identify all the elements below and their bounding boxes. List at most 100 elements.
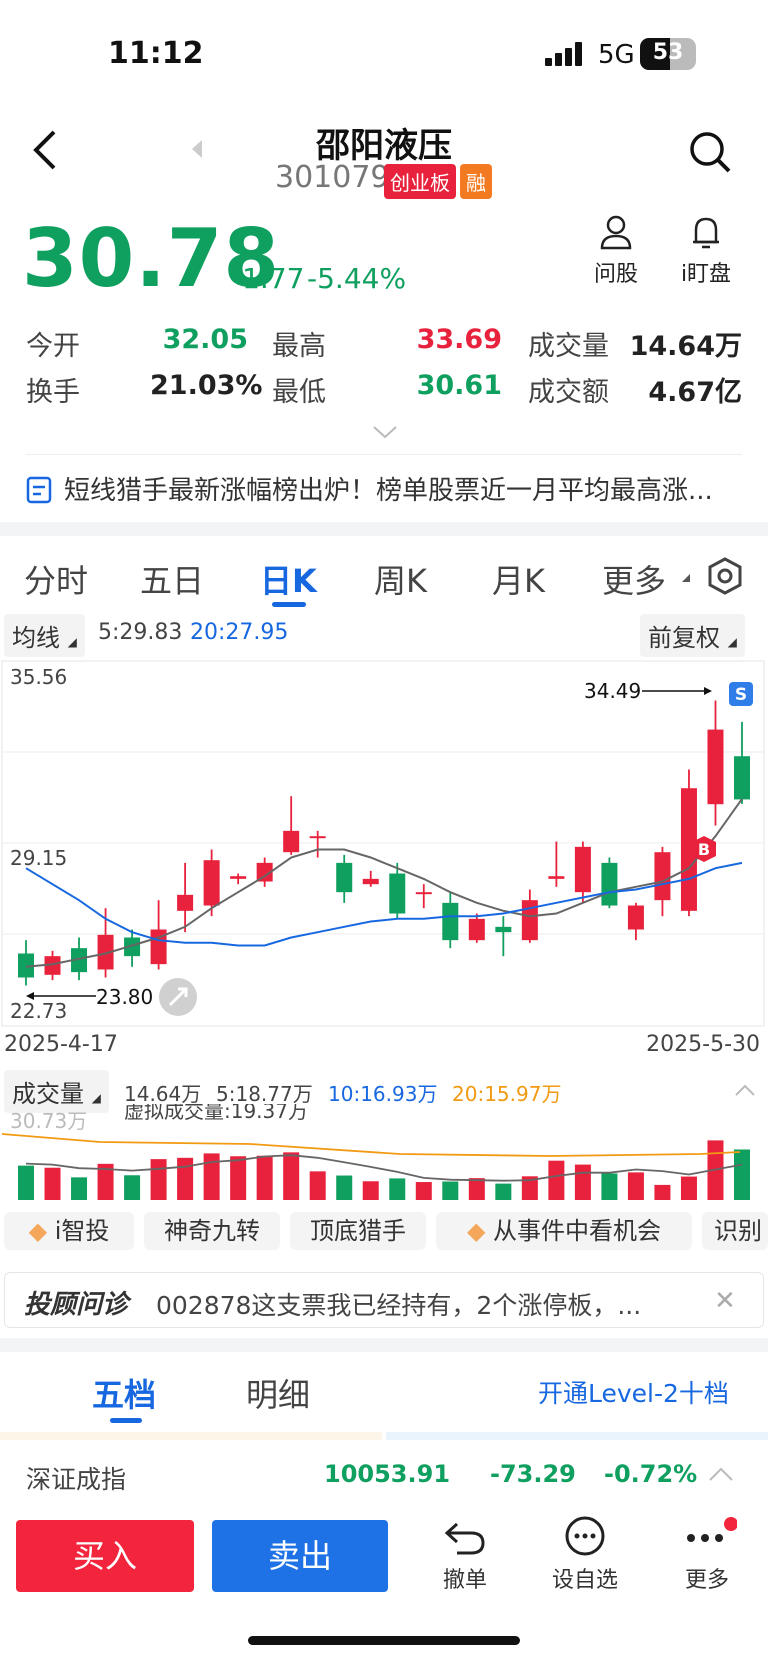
virtual-volume: 虚拟成交量:19.37万 bbox=[124, 1104, 308, 1123]
stock-name: 邵阳液压 bbox=[316, 126, 452, 166]
depth-tab-indicator bbox=[110, 1418, 142, 1423]
date-start: 2025-4-17 bbox=[4, 1032, 118, 1057]
chevron-down-icon bbox=[373, 426, 397, 439]
document-icon bbox=[26, 476, 52, 508]
index-name[interactable]: 深证成指 bbox=[26, 1465, 127, 1494]
battery-level: 53 bbox=[652, 40, 684, 65]
volume-chart[interactable]: 30.73万 虚拟成交量:19.37万 bbox=[0, 1104, 768, 1204]
ma-selector[interactable]: 均线 ◢ bbox=[4, 614, 85, 657]
volume-bar bbox=[654, 1184, 671, 1200]
chevron-left-icon bbox=[33, 130, 56, 170]
y-axis-bottom: 22.73 bbox=[10, 999, 67, 1023]
tab-five-day[interactable]: 五日 bbox=[140, 562, 205, 600]
volume-bar bbox=[442, 1181, 459, 1200]
adjust-selector[interactable]: 前复权 ◢ bbox=[640, 614, 745, 657]
home-indicator bbox=[248, 1636, 520, 1645]
expand-stats-button[interactable] bbox=[372, 424, 398, 444]
watch-label: i盯盘 bbox=[680, 262, 732, 287]
volume-bar bbox=[601, 1173, 618, 1200]
candlestick-chart[interactable]: 35.56 29.15 22.73 34.49 23.80 S B bbox=[0, 660, 768, 1030]
advisor-banner[interactable] bbox=[4, 1272, 764, 1328]
candle bbox=[574, 841, 591, 903]
search-button[interactable] bbox=[688, 130, 732, 178]
volume-ma5: 5:18.77万 bbox=[216, 1082, 313, 1106]
candle bbox=[230, 873, 247, 885]
buy-marker[interactable]: B bbox=[692, 836, 716, 862]
advisor-brand: 投顾问诊 bbox=[24, 1290, 129, 1320]
volume-value: 14.64万 bbox=[124, 1082, 202, 1106]
date-end: 2025-5-30 bbox=[646, 1032, 760, 1057]
tab-intraday[interactable]: 分时 bbox=[24, 562, 89, 600]
feature-tag-identify-label: 识别 bbox=[714, 1217, 762, 1245]
ma-selector-label: 均线 bbox=[12, 624, 60, 652]
tab-detail[interactable]: 明细 bbox=[246, 1376, 311, 1414]
feature-tag-zhitou[interactable]: ◆ i智投 bbox=[4, 1212, 134, 1250]
volume-bar bbox=[177, 1157, 194, 1200]
volume-bar bbox=[389, 1178, 406, 1200]
stat-value-amount: 4.67亿 bbox=[648, 377, 742, 408]
volume-bar bbox=[734, 1149, 750, 1200]
volume-bar bbox=[71, 1177, 88, 1200]
index-pct: -0.72% bbox=[604, 1460, 698, 1488]
candle bbox=[415, 884, 432, 909]
collapse-volume-button[interactable] bbox=[734, 1082, 756, 1101]
expand-index-button[interactable] bbox=[708, 1466, 734, 1486]
stat-label-turnover: 换手 bbox=[26, 377, 80, 408]
chevron-up-icon bbox=[709, 1467, 733, 1481]
feature-tag-identify[interactable]: 识别 bbox=[702, 1212, 768, 1250]
tab-monthly-k[interactable]: 月K bbox=[492, 562, 545, 600]
tab-five-levels[interactable]: 五档 bbox=[92, 1376, 157, 1414]
volume-selector[interactable]: 成交量 ◢ bbox=[4, 1070, 109, 1113]
ask-stock-button[interactable]: 问股 bbox=[586, 214, 646, 288]
add-favorite-button[interactable]: 设自选 bbox=[548, 1516, 622, 1594]
index-change: -73.29 bbox=[490, 1460, 576, 1488]
feature-tag-nine-turn[interactable]: 神奇九转 bbox=[144, 1212, 280, 1250]
close-icon[interactable]: ✕ bbox=[714, 1286, 736, 1316]
volume-bar bbox=[680, 1176, 697, 1200]
stat-value-high: 33.69 bbox=[416, 324, 502, 355]
tab-weekly-k[interactable]: 周K bbox=[374, 562, 427, 600]
advisor-text: 002878这支票我已经持有，2个涨停板，... bbox=[156, 1291, 642, 1320]
tab-daily-k[interactable]: 日K bbox=[260, 562, 317, 600]
fullscreen-button[interactable] bbox=[159, 978, 197, 1016]
sell-button[interactable]: 卖出 bbox=[212, 1520, 388, 1592]
settings-button[interactable] bbox=[706, 556, 744, 600]
buy-marker-label: B bbox=[698, 840, 710, 859]
chevron-up-icon bbox=[735, 1084, 755, 1096]
level2-upgrade-link[interactable]: 开通Level-2十档 bbox=[538, 1379, 729, 1408]
volume-bar bbox=[468, 1178, 485, 1200]
more-label: 更多 bbox=[684, 1568, 729, 1593]
margin-tag: 融 bbox=[460, 164, 492, 199]
volume-bar bbox=[283, 1152, 300, 1200]
y-axis-mid: 29.15 bbox=[10, 846, 67, 870]
hexagon-settings-icon bbox=[708, 557, 742, 595]
cancel-order-label: 撤单 bbox=[442, 1568, 487, 1593]
candle bbox=[177, 862, 194, 933]
sell-marker[interactable]: S bbox=[729, 682, 753, 706]
ask-stock-label: 问股 bbox=[593, 262, 638, 287]
feature-tag-top-bottom[interactable]: 顶底猎手 bbox=[290, 1212, 426, 1250]
watch-button[interactable]: i盯盘 bbox=[674, 214, 738, 288]
candle bbox=[468, 913, 485, 943]
volume-bar bbox=[230, 1156, 247, 1200]
bell-icon bbox=[693, 217, 719, 249]
stock-code: 301079 bbox=[275, 160, 390, 195]
tab-more[interactable]: 更多 bbox=[602, 562, 667, 600]
back-button[interactable] bbox=[30, 128, 60, 183]
stat-label-amount: 成交额 bbox=[528, 377, 609, 408]
news-headline[interactable]: 短线猎手最新涨幅榜出炉！榜单股票近一月平均最高涨... bbox=[64, 476, 713, 506]
feature-tag-nine-turn-label: 神奇九转 bbox=[164, 1217, 260, 1245]
network-label: 5G bbox=[598, 40, 635, 70]
candle bbox=[389, 862, 406, 919]
feature-tag-events-label: 从事件中看机会 bbox=[493, 1217, 662, 1245]
chat-dots-icon bbox=[565, 1516, 605, 1556]
buy-button[interactable]: 买入 bbox=[16, 1520, 194, 1592]
candle bbox=[124, 929, 141, 967]
previous-stock-arrow-icon[interactable] bbox=[192, 140, 202, 158]
candle bbox=[336, 854, 353, 903]
feature-tag-events[interactable]: ◆ 从事件中看机会 bbox=[436, 1212, 692, 1250]
volume-bar bbox=[574, 1164, 591, 1200]
more-button[interactable]: 更多 bbox=[672, 1516, 742, 1594]
volume-ma20: 20:15.97万 bbox=[452, 1082, 562, 1106]
cancel-order-button[interactable]: 撤单 bbox=[430, 1516, 500, 1594]
